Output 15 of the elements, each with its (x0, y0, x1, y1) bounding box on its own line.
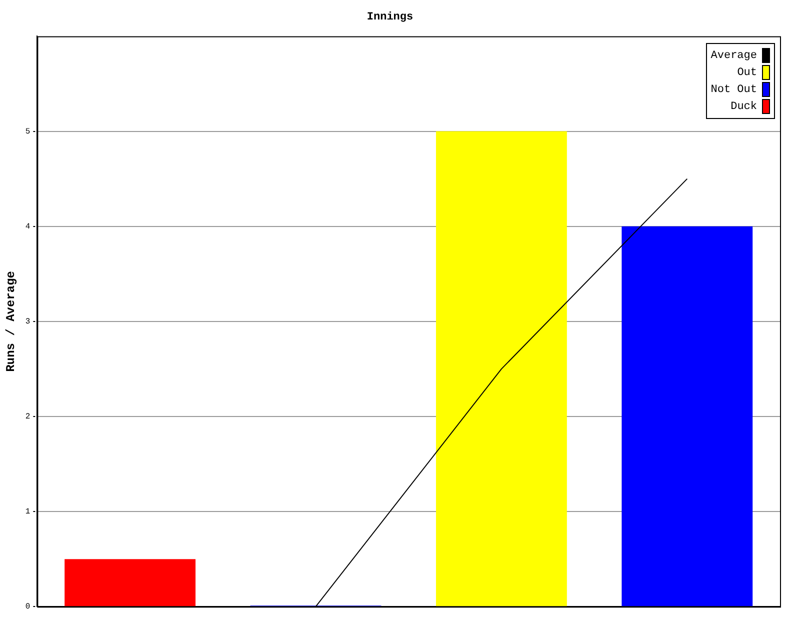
bar (64, 559, 196, 606)
y-axis-title: Runs / Average (4, 270, 18, 372)
y-tick-label: 0 (25, 602, 30, 612)
y-tick-label: 1 (25, 508, 30, 517)
y-tick-label: 5 (25, 127, 30, 136)
chart-title: Innings (366, 11, 414, 24)
legend-label: Average (710, 50, 757, 62)
y-tick-label: 2 (25, 412, 30, 422)
y-tick-label: 4 (25, 222, 30, 232)
legend-label: Not Out (710, 84, 757, 96)
legend-label: Duck (730, 100, 757, 112)
legend-label: Out (737, 66, 757, 78)
bar (622, 226, 753, 606)
y-tick-label: 3 (25, 318, 30, 327)
bar (436, 131, 567, 606)
